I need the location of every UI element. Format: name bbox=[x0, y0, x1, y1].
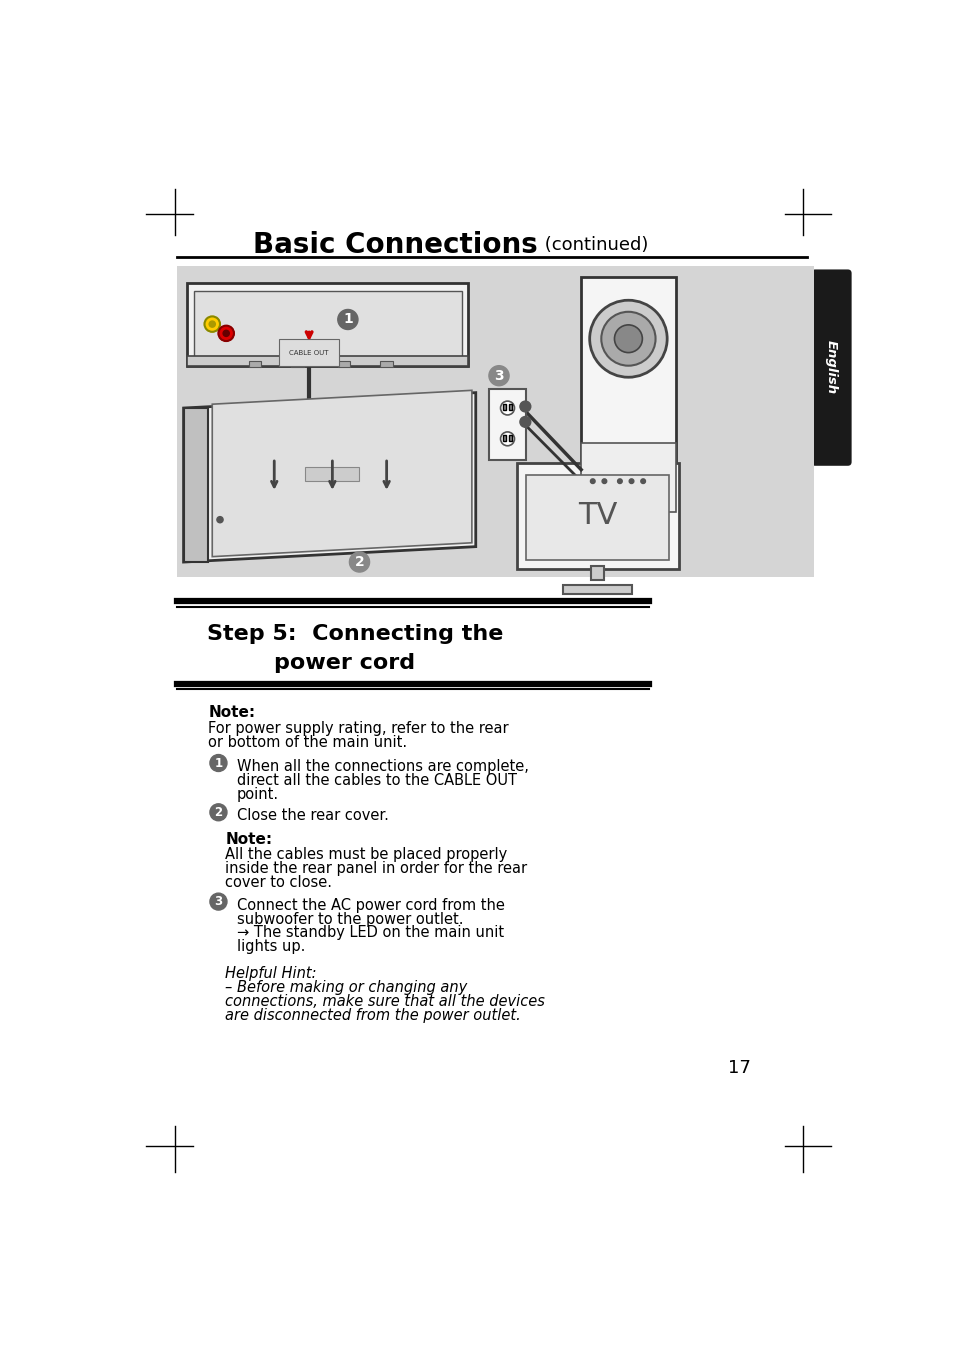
Text: CABLE OUT: CABLE OUT bbox=[289, 350, 329, 356]
Circle shape bbox=[204, 317, 220, 331]
Circle shape bbox=[349, 552, 369, 572]
Circle shape bbox=[210, 893, 227, 911]
Text: 2: 2 bbox=[214, 806, 222, 819]
Text: 2: 2 bbox=[355, 555, 364, 568]
FancyBboxPatch shape bbox=[502, 435, 505, 442]
Circle shape bbox=[218, 326, 233, 341]
Circle shape bbox=[488, 365, 509, 385]
Text: inside the rear panel in order for the rear: inside the rear panel in order for the r… bbox=[225, 861, 527, 876]
Circle shape bbox=[617, 480, 621, 484]
Text: 3: 3 bbox=[494, 369, 503, 383]
Text: 1: 1 bbox=[343, 313, 353, 326]
Text: Note:: Note: bbox=[225, 831, 273, 846]
Circle shape bbox=[500, 401, 514, 415]
Circle shape bbox=[600, 311, 655, 365]
Circle shape bbox=[216, 517, 223, 523]
FancyBboxPatch shape bbox=[525, 475, 669, 560]
Circle shape bbox=[210, 804, 227, 820]
Text: Note:: Note: bbox=[208, 706, 255, 721]
FancyBboxPatch shape bbox=[380, 361, 393, 368]
Circle shape bbox=[210, 754, 227, 772]
FancyBboxPatch shape bbox=[562, 585, 632, 594]
Text: When all the connections are complete,: When all the connections are complete, bbox=[236, 760, 528, 775]
FancyBboxPatch shape bbox=[187, 283, 468, 365]
FancyBboxPatch shape bbox=[580, 277, 675, 520]
Circle shape bbox=[589, 300, 666, 377]
FancyBboxPatch shape bbox=[810, 269, 851, 466]
FancyBboxPatch shape bbox=[249, 361, 261, 368]
Text: Helpful Hint:: Helpful Hint: bbox=[225, 966, 316, 982]
Text: direct all the cables to the CABLE OUT: direct all the cables to the CABLE OUT bbox=[236, 773, 517, 788]
FancyBboxPatch shape bbox=[517, 463, 679, 568]
FancyBboxPatch shape bbox=[305, 467, 359, 481]
Circle shape bbox=[629, 480, 633, 484]
Text: For power supply rating, refer to the rear: For power supply rating, refer to the re… bbox=[208, 721, 509, 735]
Polygon shape bbox=[183, 408, 208, 562]
Text: All the cables must be placed properly: All the cables must be placed properly bbox=[225, 847, 507, 862]
Text: TV: TV bbox=[578, 501, 617, 531]
Polygon shape bbox=[183, 392, 476, 562]
FancyBboxPatch shape bbox=[337, 361, 350, 368]
Text: cover to close.: cover to close. bbox=[225, 874, 332, 889]
Text: are disconnected from the power outlet.: are disconnected from the power outlet. bbox=[225, 1008, 520, 1022]
Circle shape bbox=[223, 330, 229, 337]
Text: – Before making or changing any: – Before making or changing any bbox=[225, 981, 467, 995]
Text: Step 5:  Connecting the: Step 5: Connecting the bbox=[207, 624, 502, 644]
Text: Basic Connections: Basic Connections bbox=[253, 230, 537, 259]
Text: 17: 17 bbox=[727, 1059, 750, 1078]
Circle shape bbox=[519, 416, 530, 427]
FancyBboxPatch shape bbox=[291, 361, 303, 368]
FancyBboxPatch shape bbox=[187, 357, 468, 365]
Text: or bottom of the main unit.: or bottom of the main unit. bbox=[208, 734, 407, 749]
Circle shape bbox=[614, 325, 641, 353]
Circle shape bbox=[590, 480, 595, 484]
Text: Connect the AC power cord from the: Connect the AC power cord from the bbox=[236, 897, 504, 913]
FancyBboxPatch shape bbox=[488, 389, 525, 461]
Text: 3: 3 bbox=[214, 896, 222, 908]
Circle shape bbox=[601, 480, 606, 484]
Text: point.: point. bbox=[236, 787, 279, 801]
Text: (continued): (continued) bbox=[538, 236, 648, 253]
Text: English: English bbox=[824, 341, 837, 395]
FancyBboxPatch shape bbox=[502, 404, 505, 411]
FancyBboxPatch shape bbox=[580, 443, 675, 512]
FancyBboxPatch shape bbox=[580, 520, 675, 535]
FancyBboxPatch shape bbox=[509, 435, 512, 442]
Text: → The standby LED on the main unit: → The standby LED on the main unit bbox=[236, 925, 503, 940]
Text: subwoofer to the power outlet.: subwoofer to the power outlet. bbox=[236, 912, 463, 927]
FancyBboxPatch shape bbox=[591, 566, 603, 579]
Circle shape bbox=[640, 480, 645, 484]
Text: power cord: power cord bbox=[274, 653, 415, 674]
Circle shape bbox=[500, 432, 514, 446]
Polygon shape bbox=[212, 391, 472, 556]
Circle shape bbox=[519, 401, 530, 412]
Circle shape bbox=[209, 321, 215, 327]
Text: 1: 1 bbox=[214, 757, 222, 769]
FancyBboxPatch shape bbox=[509, 404, 512, 411]
Text: connections, make sure that all the devices: connections, make sure that all the devi… bbox=[225, 994, 545, 1009]
FancyBboxPatch shape bbox=[177, 265, 814, 578]
Circle shape bbox=[337, 310, 357, 330]
Text: lights up.: lights up. bbox=[236, 939, 305, 954]
FancyBboxPatch shape bbox=[193, 291, 461, 358]
Text: Close the rear cover.: Close the rear cover. bbox=[236, 808, 389, 823]
